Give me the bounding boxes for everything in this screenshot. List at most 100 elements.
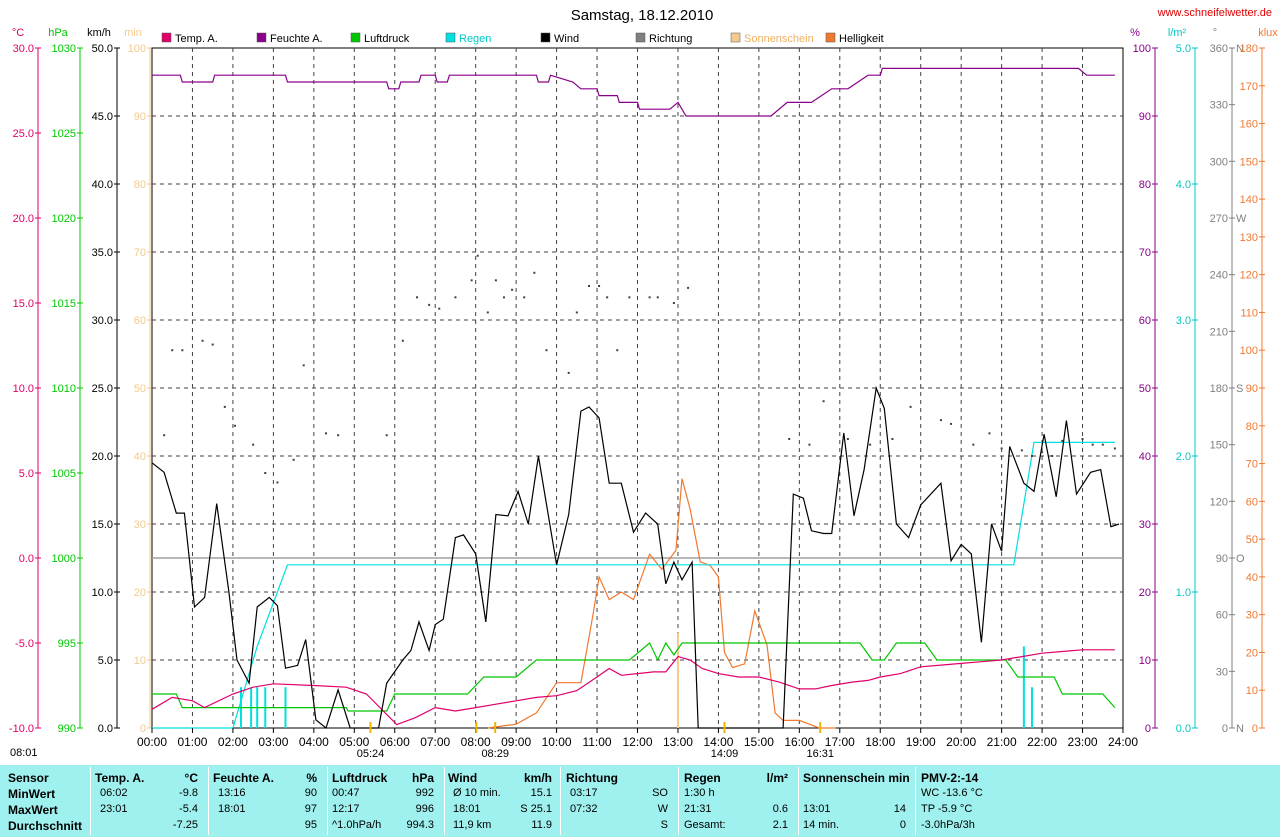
direction-point [201, 339, 204, 342]
axis-tick-label: 90 [1216, 553, 1228, 565]
stats-cell: 18:01 [218, 803, 246, 815]
axis-tick-label: 150 [1210, 440, 1228, 452]
axis-tick-label: 120 [1210, 496, 1228, 508]
stats-cell: 06:02 [100, 787, 128, 799]
x-tick-label: 00:00 [137, 735, 167, 749]
direction-point [276, 481, 279, 484]
axis-tick-label: 30.0 [13, 43, 34, 55]
stats-separator [327, 767, 328, 835]
plot-grid [152, 48, 1123, 728]
legend-label: Wind [554, 33, 579, 45]
axis-tick-label: 0 [1145, 723, 1151, 735]
axis-unit: klux [1258, 27, 1278, 39]
x-tick-label: 19:00 [906, 735, 936, 749]
legend-label: Richtung [649, 33, 692, 45]
x-tick-label: 05:00 [339, 735, 369, 749]
axis-tick-label: 45.0 [92, 111, 113, 123]
axis-tick-label: 0.0 [19, 553, 34, 565]
x-tick-label: 04:00 [299, 735, 329, 749]
x-tick-label: 01:00 [177, 735, 207, 749]
axis-tick-label: 15.0 [13, 298, 34, 310]
axis-unit: ° [1213, 27, 1217, 39]
axis-tick-label: 160 [1240, 119, 1258, 131]
stats-cell: °C [184, 771, 198, 785]
compass-label: N [1236, 723, 1244, 735]
direction-point [656, 296, 659, 299]
plot-series [151, 67, 1120, 730]
stats-cell: 13:16 [218, 787, 246, 799]
series-humidity [152, 67, 1115, 117]
legend-label: Temp. A. [175, 33, 218, 45]
stats-cell: 11.9 [531, 819, 552, 831]
axis-unit: min [124, 27, 142, 39]
direction-point [648, 296, 651, 299]
axis-tick-label: 70 [1139, 247, 1151, 259]
x-tick-label: 18:00 [865, 735, 895, 749]
axis-tick-label: 30 [1246, 610, 1258, 622]
axis-tick-label: 1.0 [1176, 587, 1191, 599]
series-pressure [152, 641, 1116, 712]
x-tick-label: 08:00 [461, 735, 491, 749]
axis-tick-label: 20 [134, 587, 146, 599]
direction-point [587, 285, 590, 287]
stats-cell: SO [652, 787, 668, 799]
direction-point [401, 339, 404, 342]
statistics-table: Sensor MinWert MaxWert Durchschnitt Temp. A.… [0, 765, 1280, 837]
direction-point [264, 472, 267, 474]
direction-point [567, 371, 570, 374]
direction-point [1051, 455, 1054, 457]
axis-tick-label: 990 [58, 723, 76, 735]
direction-point [470, 279, 473, 282]
legend-swatch [445, 32, 456, 43]
axis-tick-label: 1020 [52, 213, 76, 225]
axis-tick-label: 30.0 [92, 315, 113, 327]
x-axis: 00:00 01:00 02:00 03:00 04:00 05:00 06:00 07:00… [10, 722, 1138, 760]
stats-cell: 2.1 [772, 819, 788, 831]
x-tick-label: 16:00 [784, 735, 814, 749]
axis-tick-label: 60 [1246, 496, 1258, 508]
axis-tick-label: 35.0 [92, 247, 113, 259]
axis-tick-label: 330 [1210, 100, 1228, 112]
direction-point [233, 424, 236, 427]
stats-cell: 11,9 km [453, 819, 492, 831]
stats-cell: Wind [448, 771, 478, 785]
direction-point [545, 349, 548, 352]
x-tick-label: 20:00 [946, 735, 976, 749]
stats-cell: -9.8 [179, 787, 198, 799]
stats-cell: 07:32 [570, 803, 598, 815]
stats-cell: 14 min. [803, 819, 840, 831]
direction-point [171, 349, 174, 352]
direction-point [1113, 447, 1116, 450]
stats-cell: MaxWert [8, 803, 58, 817]
axis-tick-label: 240 [1210, 270, 1228, 282]
axis-tick-label: 150 [1240, 156, 1258, 168]
stats-cell: Feuchte A. [213, 771, 274, 785]
direction-point [1091, 443, 1094, 446]
axis-tick-label: 1030 [52, 43, 76, 55]
stats-cell: 992 [415, 787, 434, 799]
stats-cell: 21:31 [684, 803, 712, 815]
stats-cell: S [660, 819, 668, 831]
stats-cell: 90 [304, 787, 317, 799]
axis-tick-label: 0.0 [98, 723, 113, 735]
direction-point [869, 443, 872, 446]
axis-tick-label: 5.0 [19, 468, 34, 480]
x-tick-label: 03:00 [258, 735, 288, 749]
x-tick-label: 13:00 [663, 735, 693, 749]
compass-label: S [1236, 383, 1243, 395]
stats-cell: 994.3 [406, 819, 434, 831]
legend-label: Feuchte A. [270, 33, 323, 45]
direction-point [163, 434, 166, 437]
axis-tick-label: -5.0 [15, 638, 34, 650]
axis-tick-label: 100 [1240, 345, 1258, 357]
compass-label: W [1236, 213, 1247, 225]
stats-cell: W [657, 803, 668, 815]
axis-tick-label: 100 [1133, 43, 1151, 55]
stats-cell: -7.25 [172, 819, 198, 831]
axis-tick-label: 20 [1246, 647, 1258, 659]
direction-point [211, 343, 214, 346]
axis-tick-label: 25.0 [13, 128, 34, 140]
stats-cell: 1:30 h [684, 787, 715, 799]
direction-point [939, 419, 942, 422]
axis-tick-label: 1015 [52, 298, 76, 310]
